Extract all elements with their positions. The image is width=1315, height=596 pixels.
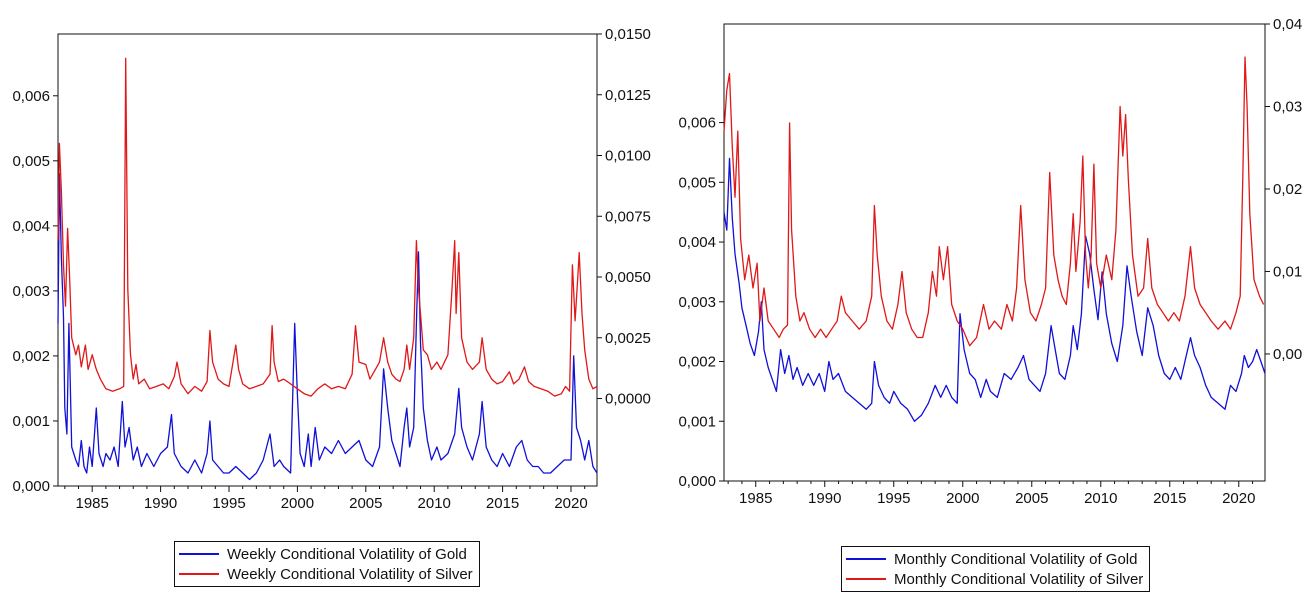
y-left-tick-label: 0,001 <box>12 413 50 430</box>
legend-entry-weekly-gold: Weekly Conditional Volatility of Gold <box>179 544 473 564</box>
x-tick-label: 2010 <box>418 495 451 512</box>
legend-entry-monthly-silver: Monthly Conditional Volatility of Silver <box>846 569 1143 589</box>
chart-weekly: 1985 1990 1995 2000 2005 2010 2015 2020 0,000 0,0… <box>12 26 650 512</box>
x-tick-label: 2020 <box>1222 490 1255 507</box>
legend-label-weekly-gold: Weekly Conditional Volatility of Gold <box>227 545 467 563</box>
y-right-tick-label: 0,0000 <box>605 391 651 408</box>
x-tick-label: 1990 <box>808 490 841 507</box>
y-right-tick-label: 0,0100 <box>605 148 651 165</box>
x-tick-label: 2020 <box>554 495 587 512</box>
legend-swatch-silver <box>846 578 886 580</box>
y-left-tick-label: 0,004 <box>678 234 716 251</box>
legend-swatch-gold <box>846 558 886 560</box>
legend-label-weekly-silver: Weekly Conditional Volatility of Silver <box>227 565 473 583</box>
series-line-monthly-gold <box>723 157 1266 422</box>
x-tick-label: 2000 <box>946 490 979 507</box>
legend-entry-weekly-silver: Weekly Conditional Volatility of Silver <box>179 564 473 584</box>
y-right-tick-label: 0,0050 <box>605 269 651 286</box>
y-left-tick-label: 0,005 <box>678 174 716 191</box>
x-tick-label: 1985 <box>76 495 109 512</box>
y-right-tick-label: 0,0075 <box>605 208 651 225</box>
x-tick-label: 1985 <box>739 490 772 507</box>
legend-label-monthly-gold: Monthly Conditional Volatility of Gold <box>894 550 1138 568</box>
legend-weekly: Weekly Conditional Volatility of Gold We… <box>174 541 480 587</box>
series-line-monthly-silver <box>723 56 1265 347</box>
y-right-tick-label: 0,0125 <box>605 87 651 104</box>
y-right-tick-label: 0,03 <box>1273 98 1302 115</box>
x-tick-label: 1990 <box>144 495 177 512</box>
x-tick-label: 1995 <box>212 495 245 512</box>
y-left-tick-label: 0,006 <box>12 88 50 105</box>
y-left-tick-label: 0,002 <box>12 348 50 365</box>
y-right-tick-label: 0,04 <box>1273 16 1302 33</box>
y-left-tick-label: 0,004 <box>12 218 50 235</box>
plot-frame <box>723 23 1266 482</box>
x-tick-label: 1995 <box>877 490 910 507</box>
x-tick-label: 2015 <box>486 495 519 512</box>
legend-entry-monthly-gold: Monthly Conditional Volatility of Gold <box>846 549 1143 569</box>
y-left-tick-label: 0,000 <box>678 473 716 490</box>
y-left-tick-label: 0,006 <box>678 115 716 132</box>
y-right-tick-label: 0,00 <box>1273 346 1302 363</box>
series-line-weekly-gold <box>57 173 598 481</box>
y-left-tick-label: 0,002 <box>678 354 716 371</box>
y-right-tick-label: 0,02 <box>1273 181 1302 198</box>
y-right-tick-label: 0,0025 <box>605 330 651 347</box>
y-right-tick-label: 0,0150 <box>605 26 651 43</box>
x-tick-label: 2015 <box>1153 490 1186 507</box>
y-left-tick-label: 0,000 <box>12 478 50 495</box>
legend-label-monthly-silver: Monthly Conditional Volatility of Silver <box>894 570 1144 588</box>
legend-swatch-gold <box>179 553 219 555</box>
series-line-weekly-silver <box>57 57 598 397</box>
y-left-tick-label: 0,005 <box>12 153 50 170</box>
plot-frame <box>57 33 598 487</box>
chart-monthly: 1985 1990 1995 2000 2005 2010 2015 2020 0,000 0,0… <box>678 16 1302 507</box>
legend-monthly: Monthly Conditional Volatility of Gold M… <box>841 546 1151 592</box>
x-tick-label: 2005 <box>349 495 382 512</box>
legend-swatch-silver <box>179 573 219 575</box>
x-tick-label: 2005 <box>1015 490 1048 507</box>
y-left-tick-label: 0,003 <box>12 283 50 300</box>
y-right-tick-label: 0,01 <box>1273 263 1302 280</box>
x-tick-label: 2010 <box>1084 490 1117 507</box>
y-left-tick-label: 0,001 <box>678 413 716 430</box>
x-tick-label: 2000 <box>281 495 314 512</box>
y-left-tick-label: 0,003 <box>678 294 716 311</box>
